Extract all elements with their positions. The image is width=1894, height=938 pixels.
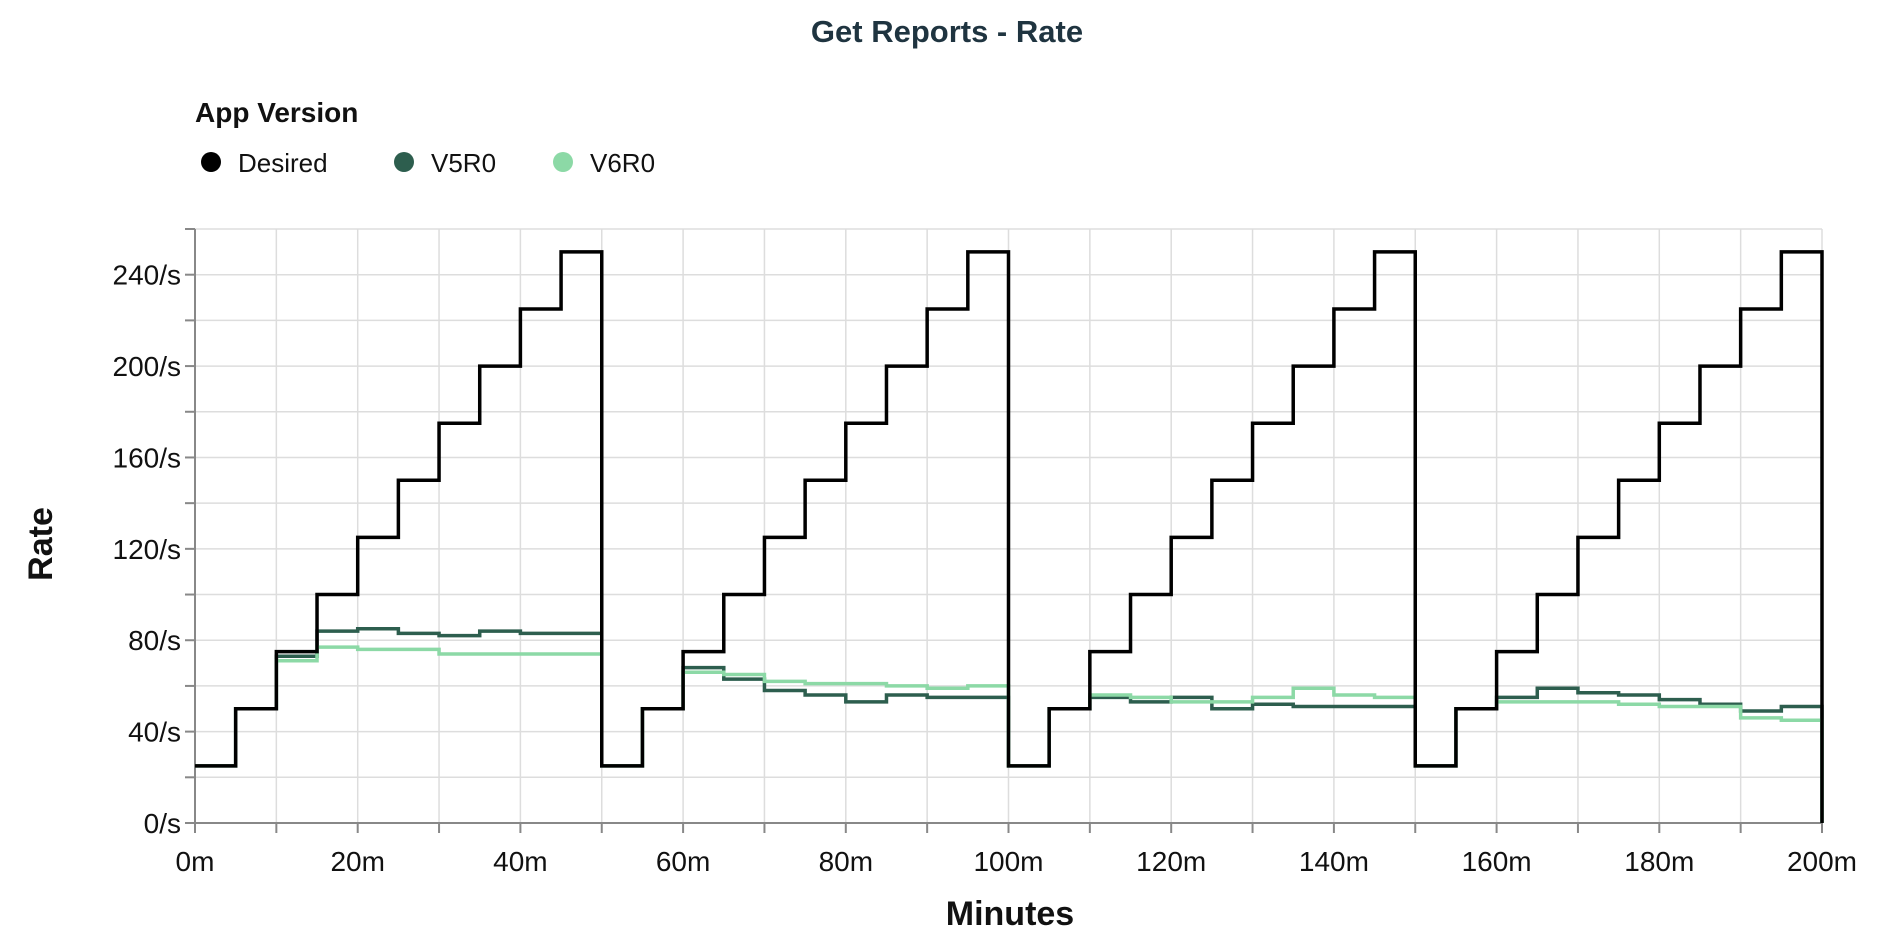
y-tick-label: 120/s: [113, 534, 182, 565]
x-tick-label: 200m: [1787, 846, 1857, 877]
y-tick-label: 0/s: [144, 808, 181, 839]
y-tick-label: 200/s: [113, 351, 182, 382]
y-tick-label: 160/s: [113, 442, 182, 473]
x-tick-label: 20m: [330, 846, 384, 877]
x-tick-label: 80m: [819, 846, 873, 877]
legend: App Version Desired V5R0 V6R0: [195, 97, 655, 178]
x-axis-title: Minutes: [946, 895, 1074, 933]
plot-area: 0/s 40/s 80/s 120/s 160/s 200/s 240/s 0m 20m 40m 6…: [113, 228, 1857, 877]
legend-title: App Version: [195, 97, 358, 128]
x-tick-label: 140m: [1299, 846, 1369, 877]
x-tick-label: 40m: [493, 846, 547, 877]
x-tick-label: 120m: [1136, 846, 1206, 877]
legend-marker-v6r0: [553, 152, 573, 172]
legend-label-v5r0: V5R0: [431, 148, 496, 178]
legend-label-v6r0: V6R0: [590, 148, 655, 178]
series-line-desired: [195, 250, 1824, 823]
x-tick-label: 160m: [1462, 846, 1532, 877]
x-tick-label: 60m: [656, 846, 710, 877]
x-tick-label: 0m: [176, 846, 215, 877]
y-tick-label: 80/s: [128, 625, 181, 656]
chart-title: Get Reports - Rate: [811, 14, 1083, 49]
legend-marker-v5r0: [394, 152, 414, 172]
x-tick-label: 180m: [1624, 846, 1694, 877]
y-tick-label: 40/s: [128, 717, 181, 748]
legend-marker-desired: [201, 152, 221, 172]
y-tick-label: 240/s: [113, 260, 182, 291]
y-axis-title: Rate: [22, 507, 60, 581]
x-tick-label: 100m: [973, 846, 1043, 877]
legend-label-desired: Desired: [238, 148, 328, 178]
